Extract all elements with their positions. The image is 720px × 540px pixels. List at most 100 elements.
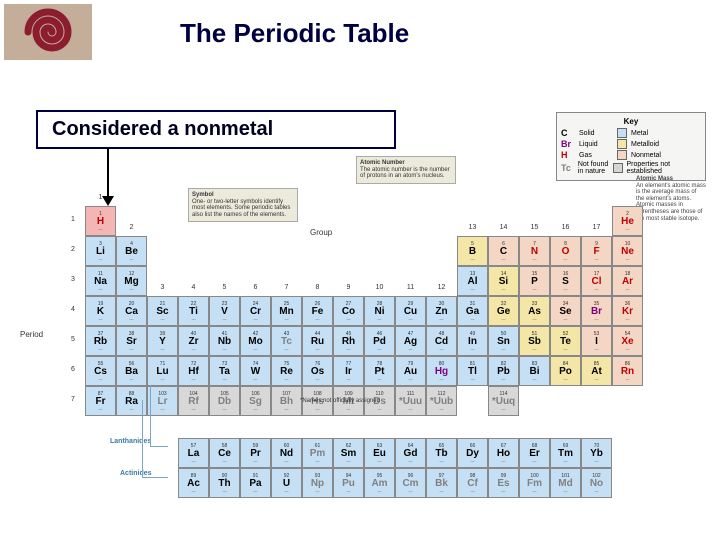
element-cell-si: 14Si— [488, 266, 519, 296]
element-cell-ne: 10Ne— [612, 236, 643, 266]
element-cell-fe: 26Fe— [302, 296, 333, 326]
element-cell-tl: 81Tl— [457, 356, 488, 386]
element-cell-ir: 77Ir— [333, 356, 364, 386]
element-cell-zr: 40Zr— [178, 326, 209, 356]
element-cell-gd: 64Gd— [395, 438, 426, 468]
element-cell-au: 79Au— [395, 356, 426, 386]
group-number: 13 [457, 224, 488, 231]
element-cell-sn: 50Sn— [488, 326, 519, 356]
element-cell-er: 68Er— [519, 438, 550, 468]
element-cell-v: 23V— [209, 296, 240, 326]
element-cell-fr: 87Fr— [85, 386, 116, 416]
element-cell-se: 34Se— [550, 296, 581, 326]
element-cell-nb: 41Nb— [209, 326, 240, 356]
group-number: 8 [302, 284, 333, 291]
key-title: Key [561, 117, 701, 126]
element-cell-ar: 18Ar— [612, 266, 643, 296]
element-cell-cl: 17Cl— [581, 266, 612, 296]
element-cell-md: 101Md— [550, 468, 581, 498]
period-number: 3 [71, 276, 75, 283]
element-cell-kr: 36Kr— [612, 296, 643, 326]
element-cell-os: 76Os— [302, 356, 333, 386]
element-cell-c: 6C— [488, 236, 519, 266]
period-number: 5 [71, 336, 75, 343]
element-cell-po: 84Po— [550, 356, 581, 386]
group-number: 11 [395, 284, 426, 291]
element-cell-np: 93Np— [302, 468, 333, 498]
period-number: 4 [71, 306, 75, 313]
element-cell-sr: 38Sr— [116, 326, 147, 356]
element-cell-re: 75Re— [271, 356, 302, 386]
element-cell-li: 3Li— [85, 236, 116, 266]
element-cell-cu: 29Cu— [395, 296, 426, 326]
period-axis-label: Period [20, 330, 43, 339]
element-cell-as: 33As— [519, 296, 550, 326]
element-cell-cm: 96Cm— [395, 468, 426, 498]
element-cell-th: 90Th— [209, 468, 240, 498]
group-number: 17 [581, 224, 612, 231]
element-cell-tb: 65Tb— [426, 438, 457, 468]
period-number: 2 [71, 246, 75, 253]
element-cell-pt: 78Pt— [364, 356, 395, 386]
group-number: 5 [209, 284, 240, 291]
element-cell-hg: 80Hg— [426, 356, 457, 386]
element-cell-es: 99Es— [488, 468, 519, 498]
element-cell-xe: 54Xe— [612, 326, 643, 356]
element-cell-mo: 42Mo— [240, 326, 271, 356]
key-row: HGasNonmetal [561, 150, 701, 160]
period-number: 7 [71, 396, 75, 403]
group-number: 14 [488, 224, 519, 231]
element-cell-n: 7N— [519, 236, 550, 266]
element-cell-bi: 83Bi— [519, 356, 550, 386]
element-cell-ac: 89Ac— [178, 468, 209, 498]
element-cell-rn: 86Rn— [612, 356, 643, 386]
element-cell-eu: 63Eu— [364, 438, 395, 468]
element-cell-no: 102No— [581, 468, 612, 498]
element-cell-ga: 31Ga— [457, 296, 488, 326]
element-cell-tm: 69Tm— [550, 438, 581, 468]
element-cell-h: 1H— [85, 206, 116, 236]
group-number: 12 [426, 284, 457, 291]
element-cell-am: 95Am— [364, 468, 395, 498]
element-cell-k: 19K— [85, 296, 116, 326]
element-cell-ca: 20Ca— [116, 296, 147, 326]
element-cell-pm: 61Pm— [302, 438, 333, 468]
element-cell-yb: 70Yb— [581, 438, 612, 468]
element-cell-ta: 73Ta— [209, 356, 240, 386]
element-cell-ba: 56Ba— [116, 356, 147, 386]
element-cell-*uub: 112*Uub— [426, 386, 457, 416]
element-cell-rb: 37Rb— [85, 326, 116, 356]
element-cell-he: 2He— [612, 206, 643, 236]
element-cell-ni: 28Ni— [364, 296, 395, 326]
element-cell-w: 74W— [240, 356, 271, 386]
element-cell-tc: 43Tc— [271, 326, 302, 356]
element-cell-ge: 32Ge— [488, 296, 519, 326]
spiral-logo [4, 4, 92, 60]
element-cell-sb: 51Sb— [519, 326, 550, 356]
element-cell-dy: 66Dy— [457, 438, 488, 468]
footnote: *Names not officially assigned [300, 398, 380, 404]
element-cell-pu: 94Pu— [333, 468, 364, 498]
group-number: 7 [271, 284, 302, 291]
group-number: 3 [147, 284, 178, 291]
period-number: 6 [71, 366, 75, 373]
element-cell-pd: 46Pd— [364, 326, 395, 356]
element-cell-be: 4Be— [116, 236, 147, 266]
key-row: TcNot found in natureProperties not esta… [561, 161, 701, 175]
element-cell-sg: 106Sg— [240, 386, 271, 416]
group-number: 1 [85, 194, 116, 201]
element-cell-al: 13Al— [457, 266, 488, 296]
legend-key: Key CSolidMetalBrLiquidMetalloidHGasNonm… [556, 112, 706, 181]
element-cell-i: 53I— [581, 326, 612, 356]
group-axis-label: Group [310, 228, 332, 237]
group-number: 10 [364, 284, 395, 291]
arrow-line [107, 148, 109, 198]
element-cell-ag: 47Ag— [395, 326, 426, 356]
group-number: 9 [333, 284, 364, 291]
element-cell-*uuq: 114*Uuq— [488, 386, 519, 416]
key-row: BrLiquidMetalloid [561, 139, 701, 149]
element-cell-cf: 98Cf— [457, 468, 488, 498]
element-cell-cs: 55Cs— [85, 356, 116, 386]
element-cell-hf: 72Hf— [178, 356, 209, 386]
element-cell-ce: 58Ce— [209, 438, 240, 468]
